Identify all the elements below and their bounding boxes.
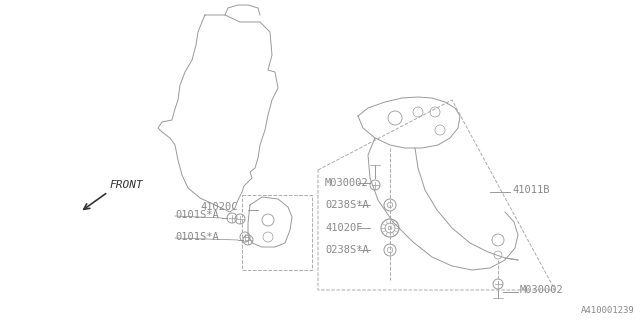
Text: FRONT: FRONT [110,180,144,190]
Text: 41020C: 41020C [200,202,237,212]
Text: 0101S*A: 0101S*A [175,232,219,242]
Text: M030002: M030002 [325,178,369,188]
Text: 41011B: 41011B [512,185,550,195]
Text: 41020F: 41020F [325,223,362,233]
Text: 0238S*A: 0238S*A [325,245,369,255]
Text: M030002: M030002 [520,285,564,295]
Text: 0101S*A: 0101S*A [175,210,219,220]
Text: 0238S*A: 0238S*A [325,200,369,210]
Text: A410001239: A410001239 [581,306,635,315]
